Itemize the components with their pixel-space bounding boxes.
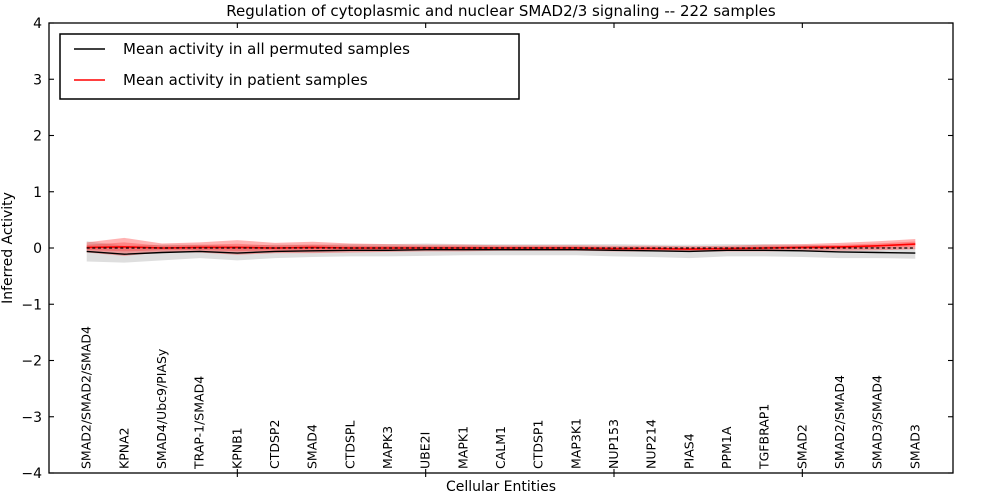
y-tick-label: −4 (21, 466, 42, 482)
y-axis-label: Inferred Activity (0, 192, 16, 304)
x-category-label: NUP153 (606, 419, 621, 469)
x-category-label: MAPK1 (455, 426, 470, 469)
legend: Mean activity in all permuted samples Me… (59, 33, 520, 100)
y-tick-label: −1 (21, 297, 42, 313)
band-permuted (86, 241, 916, 263)
x-category-label: SMAD3/SMAD4 (870, 375, 885, 469)
x-category-label: KPNA2 (116, 427, 131, 469)
y-tick-label: 0 (33, 241, 42, 257)
y-tick-label: −2 (21, 354, 42, 370)
chart-title: Regulation of cytoplasmic and nuclear SM… (226, 2, 776, 20)
x-category-label: NUP214 (644, 419, 659, 469)
x-category-label: MAPK3 (380, 426, 395, 469)
x-category-label: TGFBRAP1 (757, 404, 772, 470)
y-tick-label: 4 (33, 16, 42, 32)
x-category-label: SMAD2 (794, 424, 809, 469)
x-category-label: CTDSP1 (531, 420, 546, 469)
x-category-label: KPNB1 (229, 427, 244, 469)
y-tick-label: 2 (33, 129, 42, 145)
axes: 4 3 2 1 0 −1 −2 −3 −4 SMAD2/SMAD2/SMAD4 KPNA2 SMAD4… (21, 16, 953, 482)
y-tick-label: 1 (33, 185, 42, 201)
x-category-label: SMAD2/SMAD2/SMAD4 (79, 326, 94, 469)
plot-frame (48, 22, 954, 474)
x-category-label: UBE2I (418, 432, 433, 469)
y-tick-label: 3 (33, 72, 42, 88)
legend-label-permuted: Mean activity in all permuted samples (123, 40, 410, 58)
x-category-label: PIAS4 (681, 433, 696, 469)
x-category-label: SMAD4/Ubc9/PIASy (154, 348, 169, 469)
x-category-label: SMAD3 (907, 424, 922, 469)
x-category-label: TRAP-1/SMAD4 (192, 376, 207, 470)
x-category-label: CALM1 (493, 426, 508, 469)
series-lines (86, 243, 916, 255)
x-category-label: CTDSP2 (267, 420, 282, 469)
legend-label-patient: Mean activity in patient samples (123, 71, 368, 89)
x-axis-label: Cellular Entities (446, 479, 556, 495)
legend-box (59, 33, 520, 100)
x-category-label: CTDSPL (342, 421, 357, 469)
x-category-label: MAP3K1 (568, 418, 583, 469)
x-category-label: SMAD2/SMAD4 (832, 375, 847, 469)
line-permuted-mean (86, 248, 916, 255)
x-category-label: SMAD4 (305, 424, 320, 469)
y-tick-label: −3 (21, 410, 42, 426)
x-category-label: PPM1A (719, 426, 734, 469)
